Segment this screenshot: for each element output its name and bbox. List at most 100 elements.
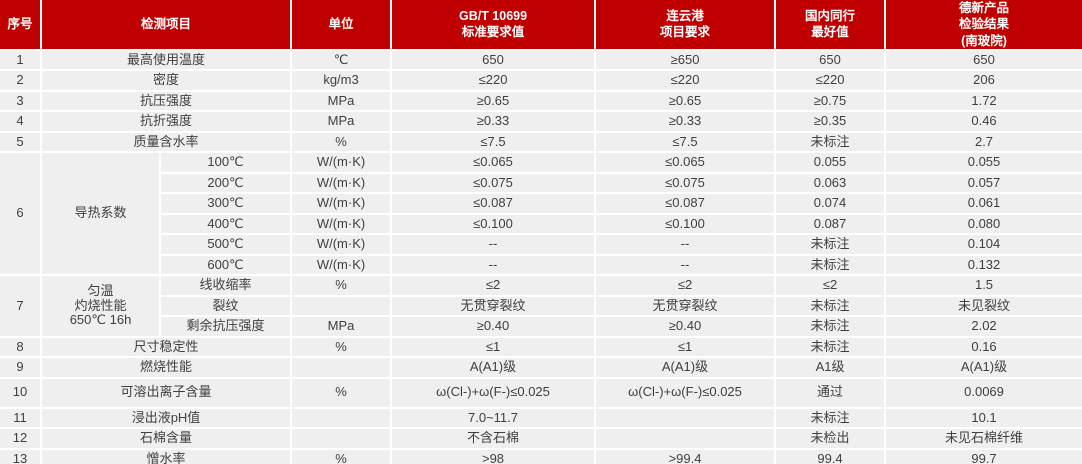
cell-lyg: ≥650 [596,50,775,70]
cell-sub-item: 剩余抗压强度 [161,317,291,336]
cell-unit [292,296,391,316]
cell-dexin: 0.055 [886,153,1082,172]
cell-gbt: ≤0.087 [392,194,595,213]
cell-no: 2 [0,71,40,90]
cell-item: 导热系数 [42,153,159,275]
cell-gbt: -- [392,255,595,275]
cell-lyg: ≤220 [596,71,775,90]
cell-unit: % [292,337,391,357]
cell-peer: A1级 [776,358,885,377]
col-header-lyg: 连云港 项目要求 [596,0,775,49]
cell-item: 可溶出离子含量 [42,378,291,407]
cell-lyg: ≤0.065 [596,153,775,172]
cell-dexin: 0.132 [886,255,1082,275]
cell-dexin: 0.057 [886,173,1082,193]
cell-sub-item: 500℃ [161,235,291,254]
cell-peer: 未标注 [776,132,885,152]
cell-unit: % [292,378,391,407]
cell-peer: 未标注 [776,317,885,336]
cell-item: 燃烧性能 [42,358,291,377]
cell-peer: 通过 [776,378,885,407]
cell-peer: ≥0.35 [776,112,885,131]
table-row: 裂纹 无贯穿裂纹 无贯穿裂纹 未标注 未见裂纹 [0,296,1082,316]
table-row: 8 尺寸稳定性% ≤1 ≤1 未标注 0.16 [0,337,1082,357]
cell-lyg [596,429,775,448]
table-row: 300℃ W/(m·K) ≤0.087 ≤0.087 0.074 0.061 [0,194,1082,213]
cell-gbt: ≤2 [392,276,595,295]
cell-lyg: ≤1 [596,337,775,357]
cell-peer: 未检出 [776,429,885,448]
cell-sub-item: 400℃ [161,214,291,234]
cell-peer: 0.055 [776,153,885,172]
cell-sub-item: 300℃ [161,194,291,213]
cell-item: 石棉含量 [42,429,291,448]
cell-peer: ≤220 [776,71,885,90]
cell-dexin: 2.7 [886,132,1082,152]
table-row: 200℃ W/(m·K) ≤0.075 ≤0.075 0.063 0.057 [0,173,1082,193]
cell-no: 5 [0,132,40,152]
table-row: 7 匀温 灼烧性能 650℃ 16h 线收缩率% ≤2 ≤2 ≤2 1.5 [0,276,1082,336]
table-row: 9 燃烧性能 A(A1)级 A(A1)级 A1级 A(A1)级 [0,358,1082,377]
cell-sub-item: 裂纹 [161,296,291,316]
cell-unit: W/(m·K) [292,255,391,275]
cell-lyg: ω(Cl-)+ω(F-)≤0.025 [596,378,775,407]
cell-unit: W/(m·K) [292,235,391,254]
cell-no: 11 [0,408,40,428]
cell-gbt: ≥0.33 [392,112,595,131]
cell-sub-item: 600℃ [161,255,291,275]
cell-gbt: 650 [392,50,595,70]
cell-no: 10 [0,378,40,407]
table-body: 1 最高使用温度 ℃ 650 ≥650 650 650 2 密度 kg/m3 ≤220 ≤220 ≤22… [0,50,1082,464]
cell-item: 匀温 灼烧性能 650℃ 16h [42,276,159,336]
cell-dexin: 0.16 [886,337,1082,357]
cell-item: 尺寸稳定性 [42,337,291,357]
cell-gbt: ≤0.065 [392,153,595,172]
cell-gbt: ω(Cl-)+ω(F-)≤0.025 [392,378,595,407]
cell-sub-item: 线收缩率 [161,276,291,295]
cell-peer: 未标注 [776,235,885,254]
cell-unit: % [292,276,391,295]
cell-peer: 0.063 [776,173,885,193]
cell-gbt: A(A1)级 [392,358,595,377]
col-header-unit: 单位 [292,0,391,49]
cell-no: 3 [0,91,40,111]
table-row: 10 可溶出离子含量% ω(Cl-)+ω(F-)≤0.025 ω(Cl-)+ω(F-)… [0,378,1082,407]
cell-peer: 0.074 [776,194,885,213]
table-row: 600℃ W/(m·K) -- -- 未标注 0.132 [0,255,1082,275]
cell-dexin: 0.104 [886,235,1082,254]
cell-gbt: 不含石棉 [392,429,595,448]
cell-peer: 650 [776,50,885,70]
table-header: 序号 检测项目 单位 GB/T 10699 标准要求值 连云港 项目要求 国内同行 最好值… [0,0,1082,49]
table-row: 13 憎水率% >98 >99.4 99.4 99.7 [0,449,1082,464]
cell-unit: % [292,132,391,152]
cell-unit [292,408,391,428]
cell-item: 抗折强度 [42,112,291,131]
cell-unit: W/(m·K) [292,214,391,234]
cell-sub-item: 200℃ [161,173,291,193]
cell-unit [292,429,391,448]
cell-no: 8 [0,337,40,357]
table-row: 4 抗折强度 MPa ≥0.33 ≥0.33 ≥0.35 0.46 [0,112,1082,131]
col-header-gbt: GB/T 10699 标准要求值 [392,0,595,49]
cell-dexin: 10.1 [886,408,1082,428]
cell-unit: MPa [292,317,391,336]
cell-unit: W/(m·K) [292,173,391,193]
cell-lyg: -- [596,255,775,275]
cell-no: 1 [0,50,40,70]
cell-dexin: 未见裂纹 [886,296,1082,316]
cell-item: 最高使用温度 [42,50,291,70]
cell-gbt: 7.0~11.7 [392,408,595,428]
cell-lyg: ≥0.33 [596,112,775,131]
cell-sub-item: 100℃ [161,153,291,172]
cell-lyg: ≤0.087 [596,194,775,213]
cell-gbt: -- [392,235,595,254]
cell-item: 密度 [42,71,291,90]
table-row: 400℃ W/(m·K) ≤0.100 ≤0.100 0.087 0.080 [0,214,1082,234]
cell-unit: W/(m·K) [292,194,391,213]
cell-no: 7 [0,276,40,336]
table-row: 2 密度 kg/m3 ≤220 ≤220 ≤220 206 [0,71,1082,90]
cell-lyg: ≤0.075 [596,173,775,193]
cell-item: 抗压强度 [42,91,291,111]
table-row: 1 最高使用温度 ℃ 650 ≥650 650 650 [0,50,1082,70]
cell-dexin: 1.72 [886,91,1082,111]
